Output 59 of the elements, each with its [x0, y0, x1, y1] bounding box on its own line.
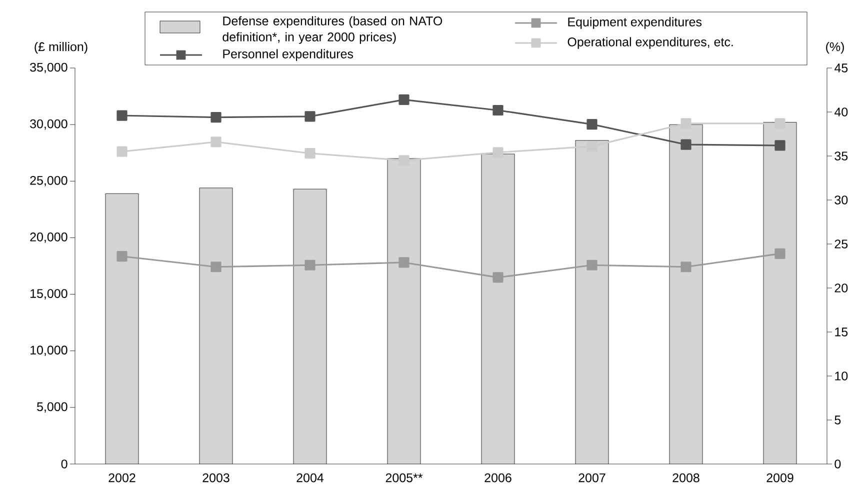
y-tick-label: 15,000	[30, 289, 68, 300]
point	[492, 272, 504, 283]
x-tick-label: 2002	[108, 473, 136, 482]
point	[116, 110, 128, 121]
y2-tick-label: 35	[834, 152, 848, 160]
y2-tick-label: 45	[834, 64, 848, 72]
y2-tick-label: 30	[834, 196, 848, 204]
x-tick-label: 2004	[296, 473, 324, 482]
legend-label: Equipment expenditures	[568, 17, 702, 29]
y-axis-title: (£ million)	[34, 42, 88, 54]
point	[680, 118, 692, 129]
y2-tick-label: 25	[834, 240, 848, 248]
point	[586, 141, 598, 152]
legend-label: Operational expenditures, etc.	[568, 37, 733, 49]
bar	[106, 194, 138, 464]
y2-axis-title: (%)	[826, 42, 844, 54]
y2-tick-label: 40	[834, 108, 848, 116]
point	[774, 248, 786, 259]
y-tick-label: 10,000	[30, 346, 68, 356]
y2-tick-label: 0	[834, 460, 841, 468]
y2-tick-label: 5	[834, 416, 841, 424]
x-tick-label: 2003	[202, 473, 230, 482]
point	[210, 136, 222, 148]
bar	[200, 188, 232, 464]
point	[586, 260, 598, 270]
y2-tick-label: 10	[835, 372, 848, 380]
x-tick-label: 2007	[578, 473, 606, 482]
point	[680, 139, 692, 150]
point	[304, 260, 316, 270]
point	[398, 94, 410, 105]
x-tick-label: 2009	[766, 473, 794, 482]
y2-tick-label: 15	[835, 328, 848, 336]
y-tick-label: 0	[61, 460, 68, 468]
point	[398, 155, 410, 166]
point	[304, 148, 316, 159]
point	[774, 118, 786, 129]
point	[210, 262, 222, 272]
point	[398, 257, 410, 268]
x-tick-label: 2006	[484, 473, 512, 482]
y-tick-label: 20,000	[30, 232, 68, 243]
legend-label: Personnel expenditures	[223, 49, 354, 61]
point	[492, 104, 504, 116]
y-tick-label: 30,000	[30, 119, 68, 130]
bar	[294, 189, 326, 464]
x-tick-label: 2005**	[386, 473, 423, 482]
point	[304, 111, 316, 122]
point	[116, 251, 128, 262]
point	[116, 146, 128, 157]
point	[586, 119, 598, 130]
x-tick-label: 2008	[672, 473, 700, 482]
point	[774, 140, 786, 151]
y-tick-label: 5,000	[37, 402, 68, 413]
point	[210, 112, 222, 123]
y-tick-label: 35,000	[30, 62, 68, 74]
point	[492, 147, 504, 158]
y2-tick-label: 20	[834, 284, 848, 292]
y-tick-label: 25,000	[30, 176, 68, 186]
point	[680, 262, 692, 272]
legend-label: Defense expenditures (based on NATO definition*, in year 2000 prices)	[222, 16, 442, 44]
